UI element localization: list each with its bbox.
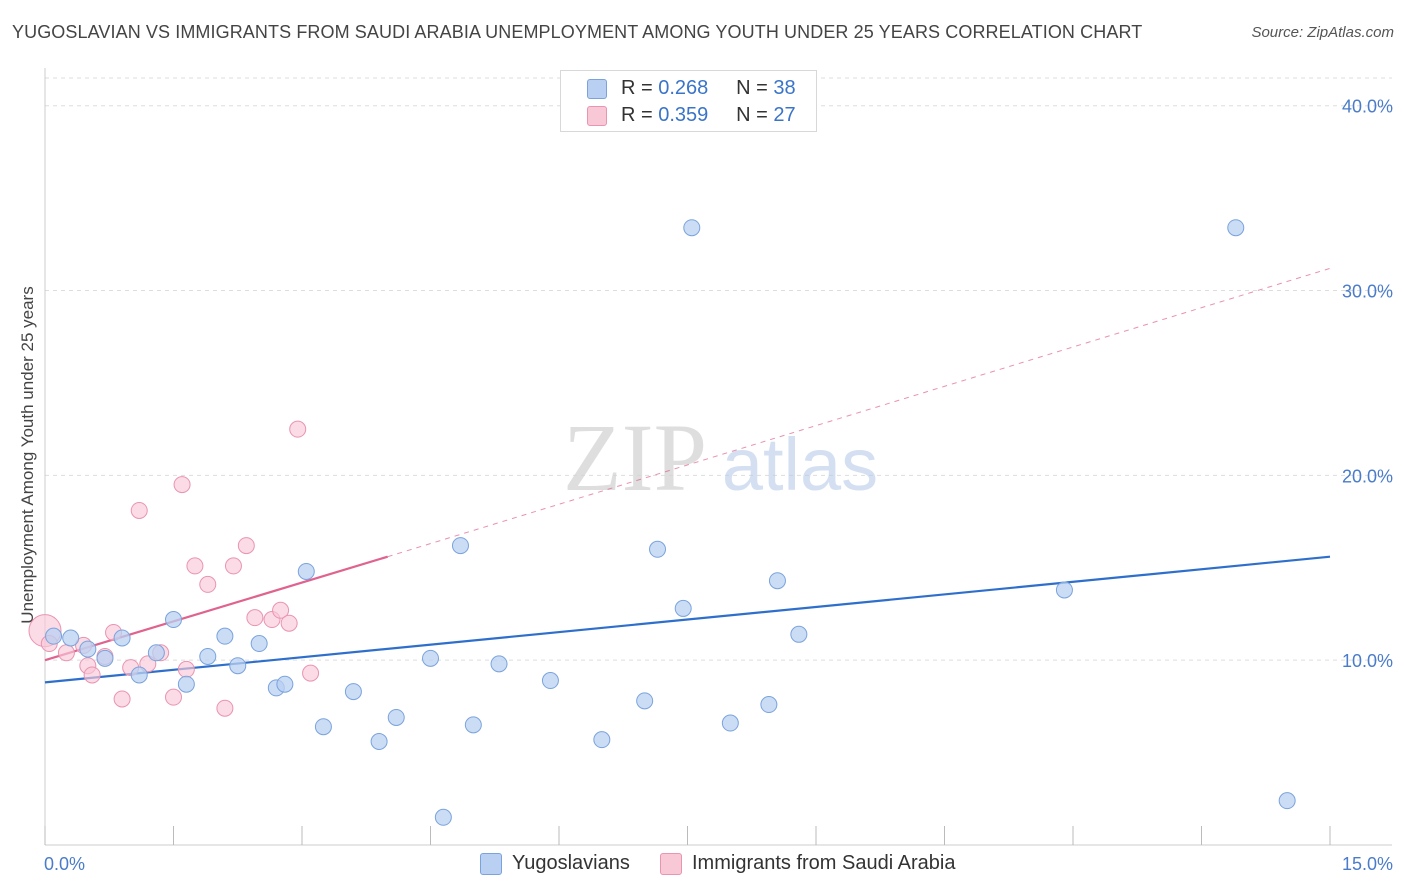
point-yugoslavian [147,644,165,662]
point-saudi [289,420,307,438]
y-tick-label: 30.0% [1342,282,1393,302]
point-yugoslavian [649,540,667,558]
gridlines [45,77,1392,661]
watermark-zip: ZIP [563,404,707,511]
bottom-legend-label: Yugoslavians [512,852,630,874]
x-tick-label-max: 15.0% [1342,854,1393,874]
point-yugoslavian [790,625,808,643]
point-saudi [130,501,148,519]
trend-line-saudi-extension [387,267,1331,558]
source-label: Source: ZipAtlas.com [1251,24,1394,41]
bottom-legend-label: Immigrants from Saudi Arabia [692,852,956,874]
legend-r-label: R = [621,104,653,126]
tick-labels: 10.0% 20.0% 30.0% 40.0% 0.0% 15.0% [44,97,1393,874]
point-yugoslavian [113,629,131,647]
point-yugoslavian [165,611,182,629]
point-yugoslavian [760,696,778,714]
correlation-legend: R = 0.268 N = 38 R = 0.359 N = 27 [560,70,817,132]
legend-swatch-pink [587,106,607,126]
point-yugoslavian [229,657,247,675]
watermark-atlas: atlas [722,423,878,506]
point-yugoslavian [593,731,611,749]
point-yugoslavian [297,562,315,580]
point-yugoslavian [1227,219,1245,237]
point-yugoslavian [683,219,701,237]
point-yugoslavian [314,718,332,736]
point-saudi [57,644,75,662]
legend-n-label: N = [736,77,768,99]
point-saudi [272,601,290,619]
point-saudi [186,557,204,575]
point-yugoslavian [636,692,654,710]
legend-swatch-blue [587,79,607,99]
point-saudi [165,688,182,706]
legend-r-value: 0.268 [658,77,709,99]
legend-n-label: N = [736,104,768,126]
point-saudi [237,537,255,555]
legend-r-label: R = [621,77,653,99]
point-saudi [224,557,242,575]
legend-r-value: 0.359 [658,104,709,126]
trend-lines [44,267,1331,684]
point-yugoslavian [422,649,439,667]
point-yugoslavian [674,599,692,617]
point-yugoslavian [130,666,148,684]
chart-title: YUGOSLAVIAN VS IMMIGRANTS FROM SAUDI ARA… [12,22,1143,42]
trend-line-saudi [44,555,388,662]
point-yugoslavian [79,640,97,658]
point-yugoslavian [177,675,195,693]
point-yugoslavian [344,683,362,701]
y-tick-label: 20.0% [1342,466,1393,486]
point-yugoslavian [434,808,452,826]
point-yugoslavian [464,716,482,734]
legend-n-value: 38 [773,77,796,99]
point-yugoslavian [490,655,508,673]
point-yugoslavian [96,649,114,667]
point-yugoslavian [370,733,388,751]
axes [44,68,1392,846]
y-tick-label: 40.0% [1342,97,1393,117]
point-yugoslavian [250,635,268,653]
point-yugoslavian [199,647,217,665]
point-yugoslavian [45,627,63,645]
point-yugoslavian [1055,581,1073,599]
point-saudi [302,664,320,682]
y-tick-label: 10.0% [1342,651,1393,671]
bottom-legend-swatch-pink [660,853,682,875]
trend-line-yugoslavians [44,555,1331,684]
point-yugoslavian [1278,792,1296,810]
x-tick-label-min: 0.0% [44,854,85,874]
point-saudi [83,666,101,684]
point-yugoslavian [276,675,294,693]
point-yugoslavian [541,672,559,690]
point-saudi [280,614,298,632]
point-yugoslavian [721,714,739,732]
point-saudi [173,476,191,494]
point-yugoslavian [387,708,405,726]
point-saudi [199,575,217,593]
point-yugoslavian [451,537,469,555]
point-saudi [177,660,195,678]
point-saudi [216,699,234,717]
data-points [28,219,1296,826]
point-saudi [113,690,131,708]
point-saudi [246,609,264,627]
legend-n-value: 27 [773,104,796,126]
point-yugoslavian [216,627,234,645]
point-yugoslavian [62,629,80,647]
bottom-legend-swatch-blue [480,853,502,875]
point-yugoslavian [768,572,786,590]
